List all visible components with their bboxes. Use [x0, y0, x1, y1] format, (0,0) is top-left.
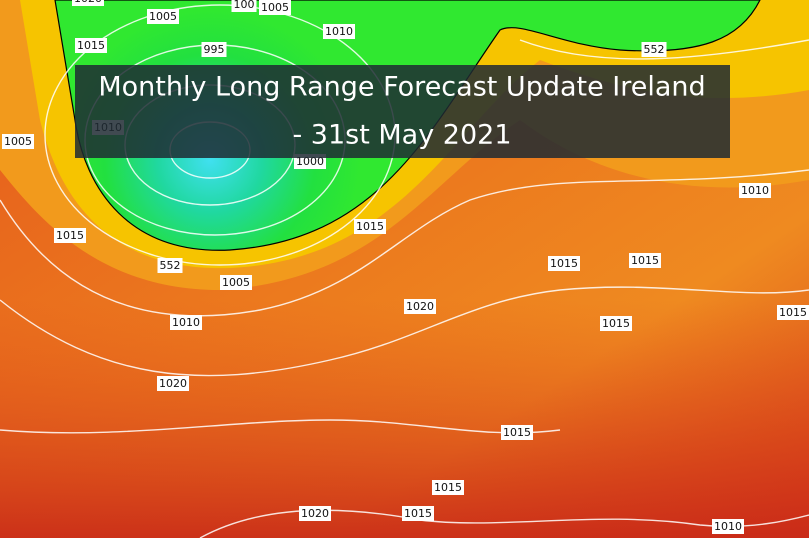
label-background: [712, 519, 744, 534]
isobar-label: 1020: [159, 377, 187, 390]
isobar-label: 1005: [149, 10, 177, 23]
label-background: [220, 275, 252, 290]
label-background: [147, 9, 179, 24]
isobar-label: 1015: [602, 317, 630, 330]
title-background: [75, 65, 730, 158]
title-box: Monthly Long Range Forecast Update Irela…: [75, 65, 730, 158]
label-background: [354, 219, 386, 234]
isobar-label: 552: [160, 259, 181, 272]
isobar-label: 1020: [301, 507, 329, 520]
label-background: [501, 425, 533, 440]
isobar-label: 1005: [222, 276, 250, 289]
isobar-label: 1020: [74, 0, 102, 5]
isobar-label: 1015: [356, 220, 384, 233]
isobar-label: 1010: [714, 520, 742, 533]
label-background: [157, 258, 183, 273]
isobar-label: 1015: [631, 254, 659, 267]
isobar-label: 1005: [4, 135, 32, 148]
label-background: [548, 256, 580, 271]
isobar-label: 1015: [503, 426, 531, 439]
isobar-label: 1015: [550, 257, 578, 270]
isobar-label: 100: [234, 0, 255, 11]
isobar-label: 1020: [406, 300, 434, 313]
label-background: [404, 299, 436, 314]
label-background: [2, 134, 34, 149]
isobar-label: 1010: [172, 316, 200, 329]
label-background: [402, 506, 434, 521]
label-background: [259, 0, 291, 15]
title-line: - 31st May 2021: [292, 120, 511, 151]
label-background: [641, 42, 667, 57]
label-background: [432, 480, 464, 495]
isobar-label: 995: [204, 43, 225, 56]
isobar-label: 1015: [779, 306, 807, 319]
label-background: [201, 42, 227, 57]
isobar-label: 1015: [56, 229, 84, 242]
label-background: [157, 376, 189, 391]
isobar-label: 1005: [261, 1, 289, 14]
isobar-label: 552: [644, 43, 665, 56]
label-background: [739, 183, 771, 198]
label-background: [231, 0, 257, 12]
isobar-label: 1015: [434, 481, 462, 494]
isobar-label: 1015: [404, 507, 432, 520]
label-background: [299, 506, 331, 521]
title-line: Monthly Long Range Forecast Update Irela…: [98, 72, 705, 103]
label-background: [72, 0, 104, 6]
label-background: [777, 305, 809, 320]
label-background: [629, 253, 661, 268]
isobar-label: 1000: [296, 155, 324, 168]
label-background: [54, 228, 86, 243]
label-background: [323, 24, 355, 39]
label-background: [75, 38, 107, 53]
label-background: [600, 316, 632, 331]
isobar-label: 1010: [325, 25, 353, 38]
isobar-label: 1015: [77, 39, 105, 52]
isobar-label: 1010: [741, 184, 769, 197]
label-background: [170, 315, 202, 330]
